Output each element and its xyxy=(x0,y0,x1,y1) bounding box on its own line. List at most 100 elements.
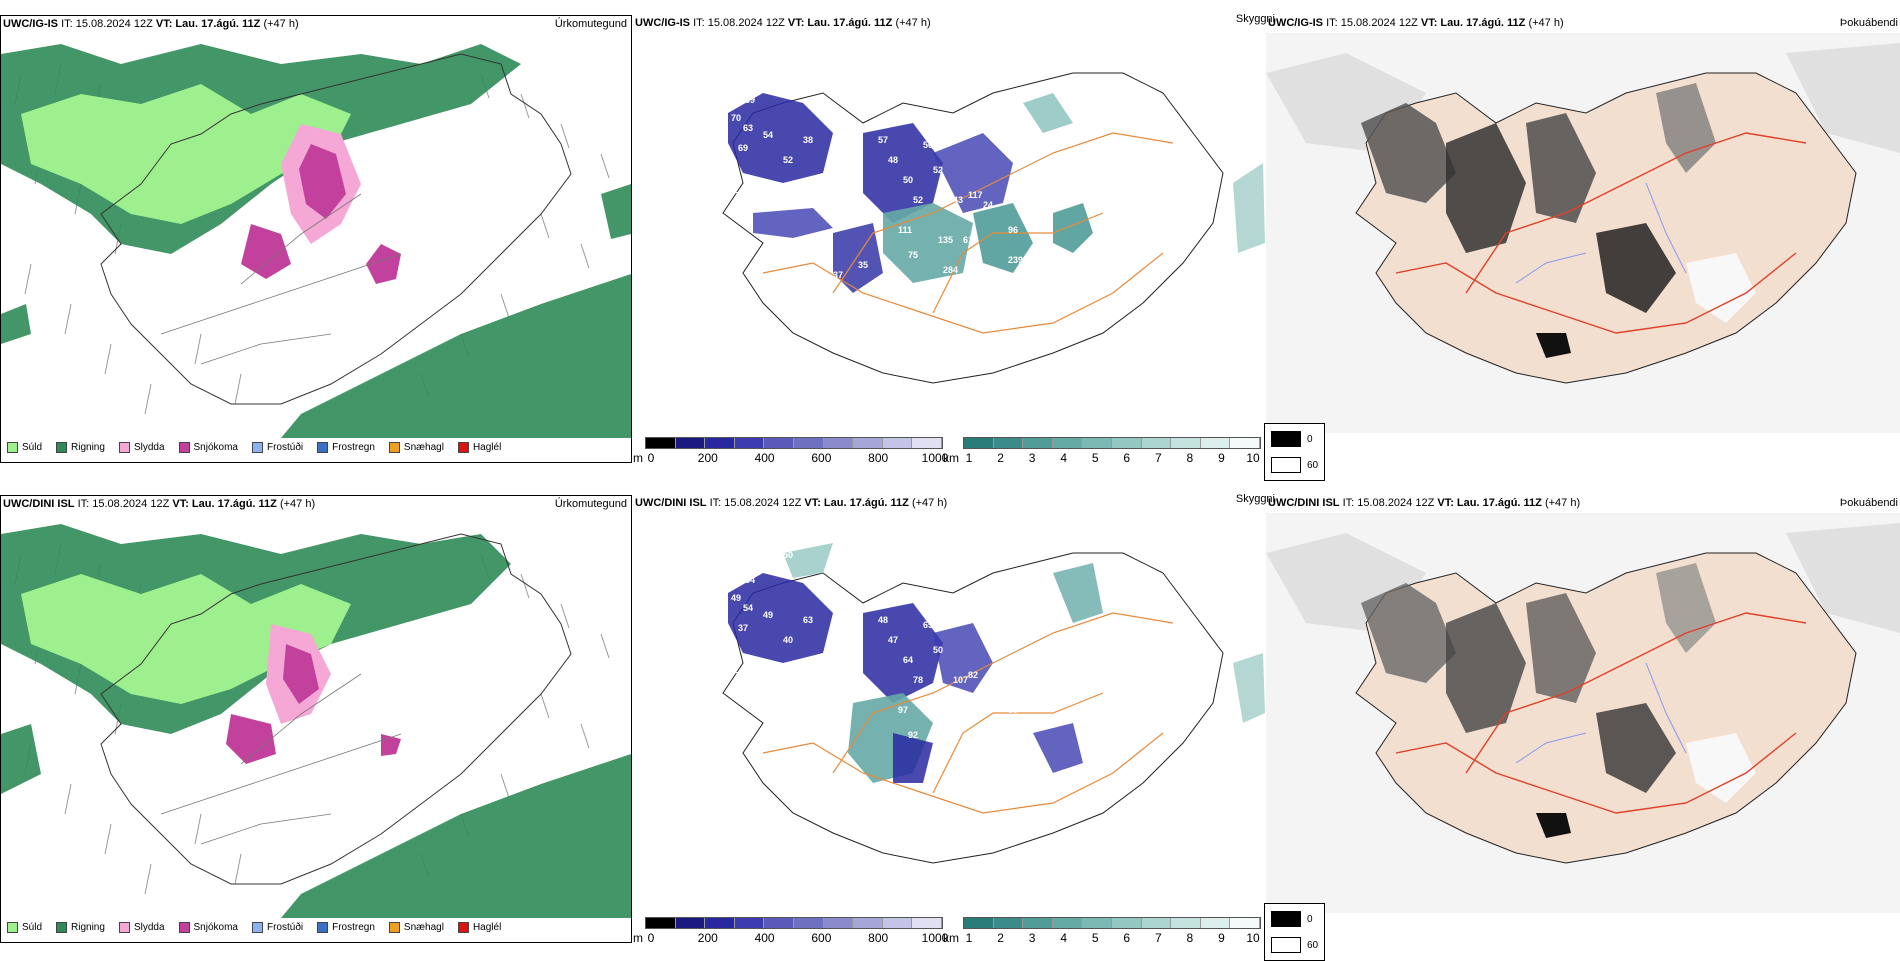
colorbar-segment xyxy=(675,438,706,448)
model-name: UWC/DINI ISL xyxy=(3,498,75,510)
fog-map[interactable] xyxy=(1266,513,1900,913)
legend-label: Haglél xyxy=(472,922,502,933)
visibility-number: 48 xyxy=(878,615,888,625)
visibility-number: 75 xyxy=(908,250,918,260)
panel-title: UWC/IG-IS IT: 15.08.2024 12Z VT: Lau. 17… xyxy=(635,17,931,29)
visibility-number: 59 xyxy=(1008,705,1018,715)
visibility-number: 97 xyxy=(898,705,908,715)
colorbar-segment xyxy=(912,438,942,448)
precip-map[interactable] xyxy=(1,514,631,918)
visibility-number: 95 xyxy=(983,680,993,690)
model-name: UWC/IG-IS xyxy=(1268,17,1323,29)
colorbar-tick: 1000 xyxy=(921,931,949,945)
model-name: UWC/IG-IS xyxy=(635,17,690,29)
road-lines xyxy=(1395,132,1807,334)
visibility-number: 205 xyxy=(938,715,953,725)
visibility-number: 61 xyxy=(728,665,738,675)
fog-dark-areas xyxy=(1361,83,1756,358)
visibility-number: 57 xyxy=(878,135,888,145)
lead-time: (+47 h) xyxy=(1528,17,1564,29)
visibility-number: 107 xyxy=(953,675,968,685)
legend-label: Frostúði xyxy=(266,922,304,933)
visibility-number: 64 xyxy=(903,655,913,665)
visibility-color-strip xyxy=(963,437,1261,449)
valid-time: VT: Lau. 17.ágú. 11Z xyxy=(155,18,261,30)
colorbar-tick: 1000 xyxy=(921,451,949,465)
precip-type-label: Úrkomutegund xyxy=(554,18,627,30)
fog-value: 60 xyxy=(1307,459,1319,471)
fog-map[interactable] xyxy=(1266,33,1900,433)
visibility-color-strip xyxy=(963,917,1261,929)
colorbar-segment xyxy=(1052,438,1083,448)
colorbar-segment xyxy=(734,918,765,928)
fog-legend-item: 0 xyxy=(1271,906,1318,932)
legend-label: Slydda xyxy=(133,922,165,933)
visibility-panel: UWC/DINI ISL IT: 15.08.2024 12Z VT: Lau.… xyxy=(633,493,1275,945)
valid-time: VT: Lau. 17.ágú. 11Z xyxy=(804,497,909,509)
legend-swatch xyxy=(317,442,329,453)
legend-label: Snæhagl xyxy=(403,442,444,453)
visibility-number: 52 xyxy=(913,195,923,205)
visibility-number: 135 xyxy=(938,235,953,245)
colorbar-tick: 2 xyxy=(997,931,1004,945)
colorbar-segment xyxy=(912,918,942,928)
precip-type-label: Úrkomutegund xyxy=(554,498,627,510)
precip-legend: Súld Rigning Slydda Snjókoma Frostúði Frostre… xyxy=(7,922,515,933)
colorbar-segment xyxy=(823,438,854,448)
colorbar-segment xyxy=(1200,438,1231,448)
legend-swatch xyxy=(457,922,469,933)
cloudbase-colorbar: m 0 200 400 600 800 1000 xyxy=(633,437,948,467)
cloudbase-fields xyxy=(728,543,1265,783)
river-lines xyxy=(1515,182,1687,284)
visibility-number: 54 xyxy=(745,575,755,585)
lead-time: (+47 h) xyxy=(263,18,299,30)
colorbar-tick: 200 xyxy=(697,451,718,465)
colorbar-segment xyxy=(1082,438,1112,448)
visibility-number: 92 xyxy=(908,730,918,740)
visibility-number: 63 xyxy=(803,615,813,625)
visibility-number: 50 xyxy=(933,645,943,655)
iceland-outline xyxy=(722,552,1224,864)
fog-swatch xyxy=(1271,457,1301,473)
colorbar-tick: 2 xyxy=(997,451,1004,465)
cloudbase-color-strip xyxy=(645,437,943,449)
precip-legend-item: Haglél xyxy=(457,922,502,933)
colorbar-tick: 1 xyxy=(965,931,973,945)
visibility-number: 239 xyxy=(1008,255,1023,265)
precip-legend: Súld Rigning Slydda Snjókoma Frostúði Frostre… xyxy=(7,442,515,453)
visibility-number: 117 xyxy=(968,190,983,200)
legend-label: Frostregn xyxy=(332,922,375,933)
legend-label: Frostúði xyxy=(266,442,304,453)
colorbar-segment xyxy=(705,918,735,928)
cloudbase-unit: m xyxy=(633,451,643,465)
init-time: IT: 15.08.2024 12Z xyxy=(77,498,170,510)
colorbar-segment xyxy=(964,438,994,448)
visibility-label: Skyggni xyxy=(1235,13,1275,25)
fog-panel: UWC/DINI ISL IT: 15.08.2024 12Z VT: Lau.… xyxy=(1264,495,1900,961)
visibility-unit: km xyxy=(943,931,959,945)
precip-legend-item: Rigning xyxy=(56,442,105,453)
colorbar-segment xyxy=(964,918,994,928)
colorbar-segment xyxy=(1171,918,1201,928)
legend-label: Slydda xyxy=(133,442,165,453)
precip-legend-item: Súld xyxy=(7,442,42,453)
fog-swatch xyxy=(1271,937,1301,953)
legend-label: Rigning xyxy=(71,922,105,933)
visibility-number: 44 xyxy=(983,290,993,300)
colorbar-segment xyxy=(646,438,676,448)
visibility-number: 52 xyxy=(933,165,943,175)
colorbar-tick: 200 xyxy=(697,931,718,945)
colorbar-segment xyxy=(734,438,765,448)
fog-index-label: Þokuábendi xyxy=(1839,17,1898,29)
model-name: UWC/DINI ISL xyxy=(635,497,707,509)
precip-map[interactable] xyxy=(1,34,631,438)
visibility-number: 17 xyxy=(823,285,833,295)
fog-value: 0 xyxy=(1307,433,1313,445)
visibility-number: 69 xyxy=(745,95,755,105)
colorbar-segment xyxy=(882,918,913,928)
legend-swatch xyxy=(317,922,329,933)
visibility-number: 41 xyxy=(728,185,738,195)
